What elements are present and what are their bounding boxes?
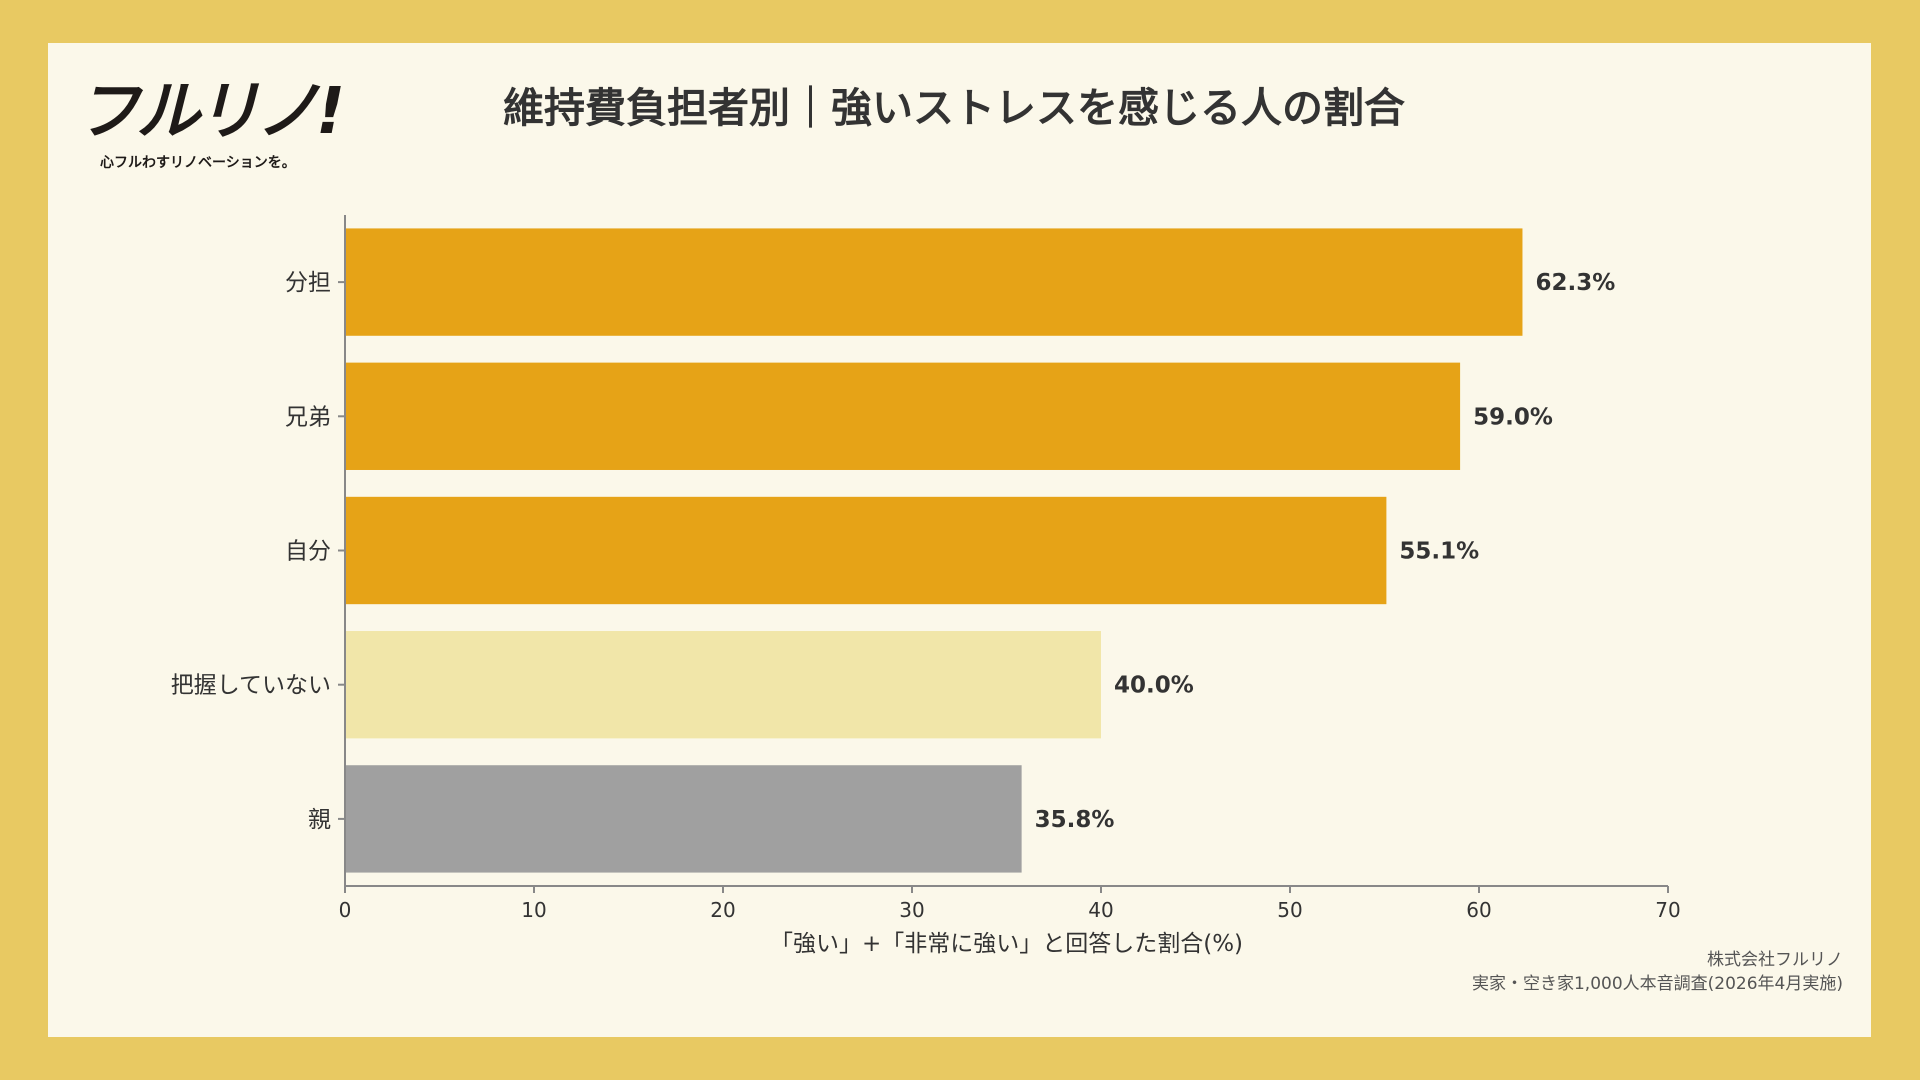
bar-value-label: 40.0% <box>1114 673 1194 699</box>
bar-value-label: 59.0% <box>1473 404 1553 430</box>
logo-tagline: 心フルわすリノベーションを。 <box>100 155 296 171</box>
x-axis-label: 「強い」+「非常に強い」と回答した割合(%) <box>770 931 1243 957</box>
x-tick-label: 30 <box>899 898 924 922</box>
credit-company: 株式会社フルリノ <box>1707 950 1843 970</box>
bar-3 <box>345 496 1387 605</box>
chart-title: 維持費負担者別｜強いストレスを感じる人の割合 <box>503 84 1405 132</box>
bar-1 <box>345 228 1523 336</box>
x-tick-label: 40 <box>1088 898 1113 922</box>
bar-value-label: 62.3% <box>1535 270 1615 296</box>
bar-4 <box>345 631 1101 739</box>
category-label: 自分 <box>285 539 331 565</box>
bars-layer: 62.3% 59.0% 55.1% 40.0% 35.8% <box>345 228 1615 873</box>
bar-value-label: 55.1% <box>1399 539 1479 565</box>
x-tick-label: 0 <box>339 898 352 922</box>
brand-logo: フルリノ! 心フルわすリノベーションを。 <box>76 80 345 175</box>
x-tick-label: 60 <box>1466 898 1491 922</box>
x-tick-label: 20 <box>710 898 735 922</box>
x-tick-label: 10 <box>521 898 546 922</box>
bar-value-label: 35.8% <box>1035 807 1115 833</box>
x-tick-label: 50 <box>1277 898 1302 922</box>
logo-mark: フルリノ! <box>76 75 345 149</box>
bar-2 <box>345 362 1461 470</box>
credit: 株式会社フルリノ 実家・空き家1,000人本音調査(2026年4月実施) <box>1472 948 1843 996</box>
category-label: 兄弟 <box>285 404 331 430</box>
x-tick-label: 70 <box>1655 898 1680 922</box>
bar-5 <box>345 765 1022 873</box>
category-label: 分担 <box>285 270 331 296</box>
category-label: 親 <box>308 807 331 833</box>
category-label: 把握していない <box>171 673 331 699</box>
credit-survey: 実家・空き家1,000人本音調査(2026年4月実施) <box>1471 974 1843 994</box>
